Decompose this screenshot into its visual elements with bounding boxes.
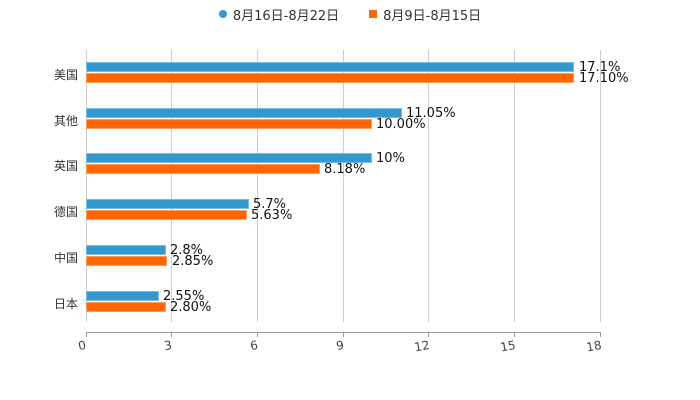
bar-series2-china[interactable] bbox=[86, 256, 167, 266]
gridline bbox=[257, 50, 258, 322]
legend-label: 8月9日-8月15日 bbox=[383, 8, 482, 24]
value-label: 2.55% bbox=[163, 289, 205, 304]
x-tick bbox=[86, 332, 87, 337]
x-tick bbox=[514, 332, 515, 337]
bar-series1-germany[interactable] bbox=[86, 199, 249, 209]
value-label: 2.85% bbox=[172, 254, 214, 269]
legend-marker-circle-icon bbox=[218, 10, 227, 18]
bar-series1-other[interactable] bbox=[86, 108, 402, 118]
bar-series1-uk[interactable] bbox=[86, 153, 372, 163]
bar-series1-china[interactable] bbox=[86, 245, 166, 255]
x-tick-label: 12 bbox=[412, 338, 431, 355]
bar-series2-japan[interactable] bbox=[86, 302, 166, 312]
x-tick bbox=[428, 332, 429, 337]
legend-marker-square-icon bbox=[369, 10, 378, 18]
value-label: 17.1% bbox=[579, 60, 621, 75]
bar-series2-other[interactable] bbox=[86, 119, 372, 129]
category-label-other: 其他 bbox=[53, 114, 78, 128]
x-tick bbox=[343, 332, 344, 337]
x-tick-label: 9 bbox=[335, 338, 346, 354]
x-tick-label: 18 bbox=[584, 338, 603, 355]
bar-series2-uk[interactable] bbox=[86, 164, 320, 174]
value-label: 17.10% bbox=[579, 71, 629, 86]
x-tick bbox=[600, 332, 601, 337]
x-tick-label: 0 bbox=[77, 338, 88, 354]
category-label-germany: 德国 bbox=[53, 205, 78, 219]
category-label-uk: 英国 bbox=[53, 159, 78, 173]
gridline bbox=[428, 50, 429, 322]
bar-series1-japan[interactable] bbox=[86, 291, 159, 301]
legend-item-series-1[interactable]: 8月16日-8月22日 bbox=[218, 4, 340, 24]
x-tick-label: 15 bbox=[498, 338, 517, 355]
x-tick-label: 3 bbox=[163, 338, 174, 354]
gridline bbox=[343, 50, 344, 322]
value-label: 2.80% bbox=[170, 300, 212, 315]
category-label-usa: 美国 bbox=[53, 68, 78, 82]
x-tick bbox=[171, 332, 172, 337]
bar-series2-usa[interactable] bbox=[86, 73, 574, 83]
chart-legend: 8月16日-8月22日 8月9日-8月15日 bbox=[0, 4, 700, 24]
value-label: 5.7% bbox=[253, 197, 287, 212]
value-label: 10% bbox=[376, 151, 405, 166]
category-label-china: 中国 bbox=[53, 251, 78, 265]
value-label: 8.18% bbox=[324, 162, 366, 177]
gridline bbox=[171, 50, 172, 322]
value-label: 11.05% bbox=[406, 106, 456, 121]
legend-item-series-2[interactable]: 8月9日-8月15日 bbox=[369, 4, 481, 24]
value-label: 10.00% bbox=[376, 117, 426, 132]
value-label: 5.63% bbox=[251, 208, 293, 223]
gridline bbox=[514, 50, 515, 322]
category-label-japan: 日本 bbox=[53, 297, 78, 311]
bar-series1-usa[interactable] bbox=[86, 62, 574, 72]
x-tick bbox=[257, 332, 258, 337]
gridline bbox=[86, 50, 87, 322]
x-tick-label: 6 bbox=[249, 338, 260, 354]
value-label: 2.8% bbox=[170, 243, 204, 258]
legend-label: 8月16日-8月22日 bbox=[232, 8, 340, 24]
gridline bbox=[600, 50, 601, 322]
bar-series2-germany[interactable] bbox=[86, 210, 247, 220]
